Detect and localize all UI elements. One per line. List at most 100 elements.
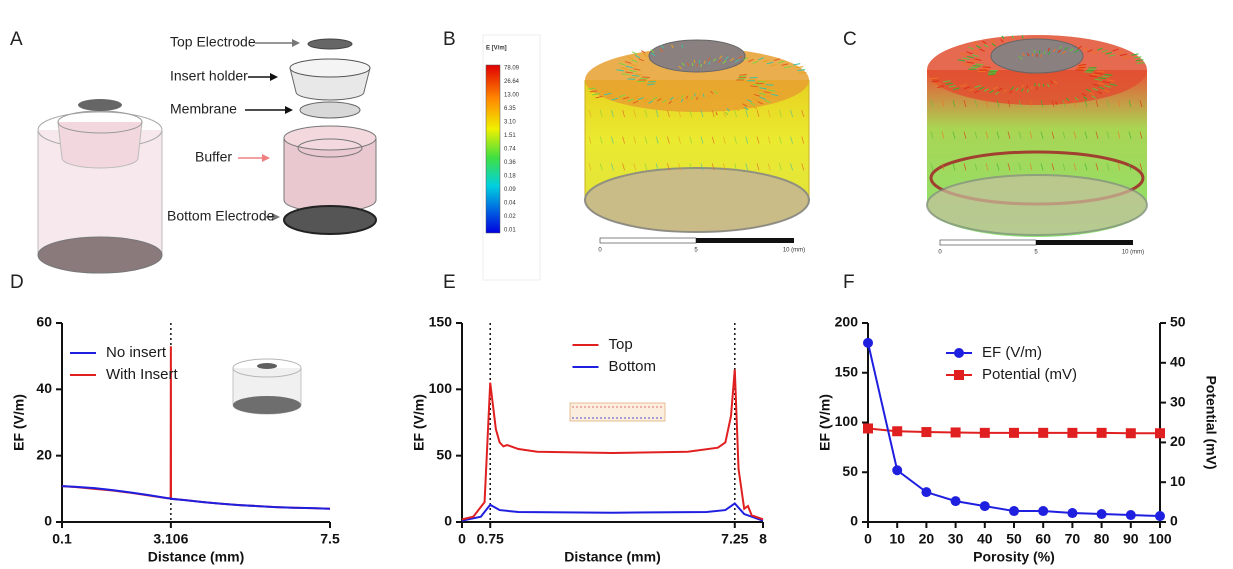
- field-arrow: [599, 136, 603, 144]
- field-arrow: [1015, 87, 1019, 91]
- point: [1125, 428, 1136, 439]
- field-arrow: [1119, 53, 1127, 57]
- field-arrow: [801, 109, 805, 118]
- field-arrow: [1062, 163, 1066, 171]
- field-arrow: [711, 136, 715, 144]
- field-arrow: [1058, 45, 1062, 50]
- field-arrow: [588, 87, 596, 90]
- field-arrow: [1077, 66, 1086, 69]
- field-arrow: [1094, 72, 1103, 75]
- field-arrow: [629, 69, 637, 73]
- field-arrow: [648, 100, 654, 104]
- y-tick-label: 150: [429, 314, 453, 330]
- field-arrow: [632, 51, 638, 55]
- field-arrow: [622, 109, 625, 118]
- field-arrow: [966, 51, 973, 55]
- y-tick-label: 0: [444, 513, 452, 529]
- field-arrow: [708, 61, 711, 65]
- field-arrow: [713, 90, 718, 95]
- x-tick-label: 100: [1148, 531, 1172, 547]
- field-arrow: [960, 84, 967, 87]
- legend-label: With Insert: [106, 366, 179, 383]
- field-arrow: [979, 48, 985, 52]
- y2-tick-label: 0: [1170, 513, 1178, 529]
- colorbar-label: 0.36: [504, 160, 516, 166]
- field-arrow: [722, 60, 727, 64]
- field-arrow: [1128, 163, 1132, 171]
- field-arrow: [769, 63, 777, 67]
- field-arrow: [622, 136, 625, 144]
- field-arrow: [745, 109, 749, 118]
- field-arrow: [625, 61, 632, 64]
- field-arrow: [995, 91, 1000, 95]
- field-arrow: [703, 60, 706, 64]
- y-axis-label: EF (V/m): [411, 394, 427, 451]
- field-arrow: [1018, 99, 1022, 108]
- field-arrow: [755, 88, 763, 92]
- field-arrow: [1047, 51, 1051, 55]
- x-tick-label: 10: [889, 531, 905, 547]
- field-arrow: [1089, 75, 1097, 78]
- field-arrow: [985, 131, 989, 139]
- field-arrow: [1078, 65, 1087, 68]
- field-arrow: [655, 136, 659, 144]
- y-tick-label: 0: [44, 513, 52, 529]
- field-arrow: [1008, 90, 1013, 94]
- x-tick-label: 30: [948, 531, 964, 547]
- field-arrow: [667, 136, 670, 144]
- field-arrow: [1101, 49, 1108, 53]
- field-arrow: [1069, 48, 1074, 52]
- field-arrow: [634, 54, 641, 59]
- field-arrow: [738, 76, 747, 79]
- panel-label: C: [843, 29, 857, 50]
- field-arrow: [1043, 50, 1046, 55]
- field-arrow: [588, 136, 592, 144]
- field-arrow: [930, 99, 934, 108]
- field-arrow: [632, 100, 639, 104]
- field-arrow: [974, 163, 978, 171]
- field-arrow: [966, 55, 974, 59]
- field-arrow: [616, 69, 624, 72]
- field-arrow: [1062, 131, 1066, 139]
- field-arrow: [952, 163, 956, 171]
- field-arrow: [1116, 51, 1124, 54]
- field-arrow: [1122, 56, 1130, 59]
- field-arrow: [781, 63, 789, 66]
- point: [863, 423, 873, 434]
- field-arrow: [1040, 163, 1044, 171]
- simulation-b: [584, 39, 810, 233]
- scale-bar: [599, 237, 1133, 246]
- field-arrow: [689, 109, 693, 118]
- series-line: [461, 369, 764, 521]
- field-arrow: [604, 92, 612, 96]
- legend-label: EF (V/m): [982, 344, 1042, 361]
- point: [979, 501, 990, 512]
- field-arrow: [1062, 99, 1066, 108]
- field-arrow: [1106, 163, 1110, 171]
- legend-marker: [954, 348, 964, 358]
- field-arrow: [711, 163, 715, 171]
- point: [1155, 511, 1165, 522]
- field-arrow: [710, 90, 714, 95]
- point: [1067, 508, 1078, 519]
- field-arrow: [1139, 131, 1143, 139]
- field-arrow: [634, 73, 643, 76]
- field-arrow: [983, 88, 989, 92]
- field-arrow: [982, 66, 991, 69]
- colorbar-label: 26.64: [504, 79, 520, 85]
- part-label: Bottom Electrode: [167, 208, 275, 224]
- field-arrow: [1083, 96, 1088, 100]
- panel-label: A: [10, 29, 23, 50]
- field-arrow: [991, 39, 996, 44]
- field-arrow: [1052, 48, 1056, 53]
- y-tick-label: 50: [842, 463, 858, 479]
- field-arrow: [797, 69, 806, 71]
- scale-label: 5: [1034, 250, 1038, 256]
- simulation-c: [926, 35, 1148, 237]
- y-tick-label: 100: [835, 413, 859, 429]
- field-arrow: [1064, 46, 1068, 51]
- point: [892, 465, 903, 476]
- field-arrow: [762, 85, 771, 88]
- field-arrow: [1092, 87, 1099, 91]
- field-arrow: [767, 109, 771, 118]
